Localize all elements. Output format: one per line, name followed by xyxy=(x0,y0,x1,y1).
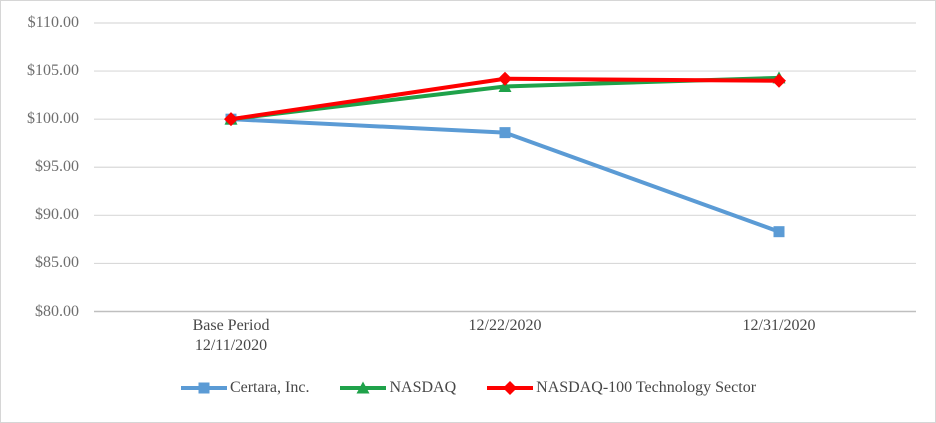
y-axis-tick-label: $110.00 xyxy=(27,14,79,31)
y-axis-tick-label: $85.00 xyxy=(35,254,79,272)
diamond-icon xyxy=(503,381,518,395)
y-axis-tick-label: $80.00 xyxy=(35,302,79,320)
legend-item-nasdaq-100-technology-sector: NASDAQ-100 Technology Sector xyxy=(486,379,756,397)
square-legend-key-icon xyxy=(180,382,227,394)
y-axis-tick-label: $105.00 xyxy=(27,62,79,80)
diamond-marker-nasdaq-100-technology-sector xyxy=(498,71,512,86)
x-axis-tick-label: 12/22/2020 xyxy=(420,316,590,336)
x-axis-tick-label: 12/31/2020 xyxy=(694,316,864,336)
diamond-marker-nasdaq-100-technology-sector xyxy=(224,112,238,127)
diamond-legend-key-icon xyxy=(487,381,534,395)
x-axis-tick-line: Base Period xyxy=(192,317,270,334)
x-axis-tick-line: 12/11/2020 xyxy=(194,337,268,354)
square-icon xyxy=(198,382,210,394)
triangle-icon xyxy=(356,381,370,394)
legend-item-nasdaq: NASDAQ xyxy=(339,379,456,397)
y-axis-tick-label: $95.00 xyxy=(35,158,79,176)
legend-label: NASDAQ xyxy=(389,379,457,396)
x-axis-tick-label: Base Period 12/11/2020 xyxy=(146,316,316,356)
legend-item-certara-inc: Certara, Inc. xyxy=(180,379,310,397)
y-axis-tick-label: $90.00 xyxy=(35,206,79,224)
square-marker-certara-inc xyxy=(499,127,511,139)
x-axis-tick-line: 12/31/2020 xyxy=(742,317,816,334)
triangle-marker-nasdaq xyxy=(498,79,512,92)
square-marker-certara-inc xyxy=(773,226,785,238)
legend-label: NASDAQ-100 Technology Sector xyxy=(536,379,757,396)
triangle-legend-key-icon xyxy=(340,381,387,394)
legend: Certara, Inc. NASDAQ NASDAQ-100 Technology… xyxy=(1,379,935,397)
legend-label: Certara, Inc. xyxy=(229,379,310,396)
x-axis-tick-line: 12/22/2020 xyxy=(468,317,542,334)
y-axis-tick-label: $100.00 xyxy=(27,110,79,128)
diamond-marker-nasdaq-100-technology-sector xyxy=(772,73,786,88)
